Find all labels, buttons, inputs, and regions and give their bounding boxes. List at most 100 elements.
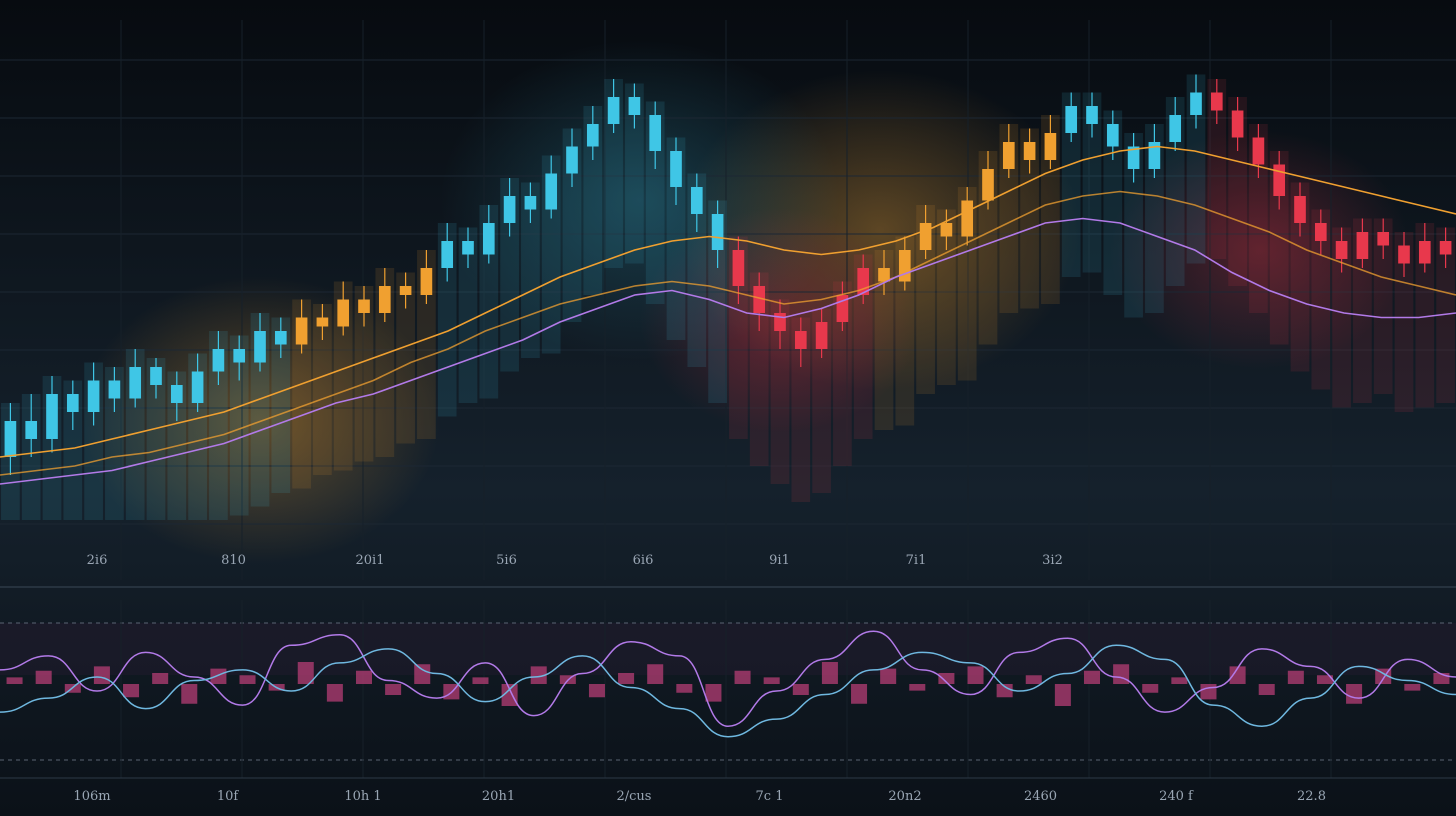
candle-body [233,349,246,363]
candle-body [378,286,391,313]
x-tick-label: 3i2 [1042,553,1063,568]
candle-body [46,394,58,439]
ma-line-2 [0,217,1456,485]
candle-body [545,173,558,210]
candle-body [878,268,890,282]
oscillator-band [0,623,1456,675]
candle-body [1252,137,1265,165]
candle-body [1377,232,1390,246]
candle-body [982,169,994,201]
candle-body [1065,106,1078,133]
candle-body [607,97,620,124]
candle-body [1023,142,1036,160]
osc-tick-label: 2/cus [617,789,652,804]
candle-body [503,196,516,223]
candle-body [482,223,495,255]
candle-body [1439,241,1452,255]
osc-tick-label: 2460 [1024,789,1057,804]
candle-body [358,299,370,313]
candle-body [1314,223,1327,241]
candle-body [1356,232,1369,259]
main-x-axis: 2i6 810 20i1 5i6 6i6 9i1 7i1 3i2 [87,553,1063,568]
x-tick-label: 6i6 [633,553,654,568]
candle-body [87,380,100,412]
oscillator-x-axis: 106m 10f 10h 1 20h1 2/cus 7c 1 20n2 2460 240 f 22… [73,789,1326,804]
candle-body [295,317,308,345]
candle-body [420,268,433,295]
candle-body [1086,106,1098,124]
x-tick-label: 2i6 [87,553,108,568]
candle-body [1044,133,1057,160]
candle-body [4,421,17,457]
candle-body [66,394,79,412]
candle-body [1231,110,1244,138]
candle-body [524,196,537,210]
candle-body [1169,115,1182,142]
candle-body [462,241,474,255]
candle-body [711,214,724,250]
oscillator-panel [0,600,1456,779]
candle-body [940,223,953,237]
candle-body [753,286,766,313]
ma-line-0 [0,145,1456,458]
candle-body [1210,92,1223,111]
candle-body [1190,92,1202,115]
osc-tick-label: 106m [73,789,110,804]
osc-tick-label: 20n2 [888,789,921,804]
candle-body [919,223,932,250]
candle-body [191,371,204,403]
x-tick-label: 5i6 [496,553,517,568]
osc-tick-label: 22.8 [1297,789,1326,804]
candle-body [836,295,849,322]
osc-tick-label: 240 f [1159,789,1194,804]
candle-body [628,97,641,115]
candle-body [129,367,142,399]
osc-tick-label: 10f [217,789,240,804]
glow-0 [80,276,440,564]
candle-body [254,331,266,363]
candle-body [1148,142,1161,169]
x-tick-label: 20i1 [356,553,385,568]
x-tick-label: 9i1 [769,553,790,568]
candle-body [732,250,745,286]
candle-body [399,286,412,295]
candle-body [670,151,682,187]
candle-body [649,115,662,151]
candle-body [690,187,703,214]
candle-body [857,268,870,295]
candle-body [1127,146,1140,169]
osc-tick-label: 10h 1 [344,789,381,804]
candlestick-series [4,74,1452,475]
osc-tick-label: 7c 1 [756,789,784,804]
candle-body [274,331,287,345]
candle-body [1294,196,1306,223]
candle-body [25,421,38,439]
glow-3 [1110,130,1410,370]
candle-body [1335,241,1348,259]
candle-body [794,331,807,349]
candle-body [586,124,599,147]
ma-line-1 [0,190,1456,476]
candle-body [1418,241,1431,264]
moving-average-lines [0,145,1456,485]
oscillator-line-1 [0,644,1456,738]
candle-body [316,317,329,327]
osc-tick-label: 20h1 [482,789,515,804]
candle-body [566,146,578,174]
candle-body [898,250,911,282]
x-tick-label: 810 [221,553,246,568]
candle-body [1398,245,1410,264]
candle-body [108,380,121,399]
candle-body [774,313,786,331]
oscillator-lines [0,630,1456,738]
candle-body [212,349,225,372]
candle-body [1106,124,1119,147]
candle-body [441,241,454,268]
candle-body [815,322,828,349]
oscillator-histogram [6,662,1450,706]
candle-body [961,200,974,237]
candle-body [1273,164,1286,196]
candle-body [150,367,162,385]
